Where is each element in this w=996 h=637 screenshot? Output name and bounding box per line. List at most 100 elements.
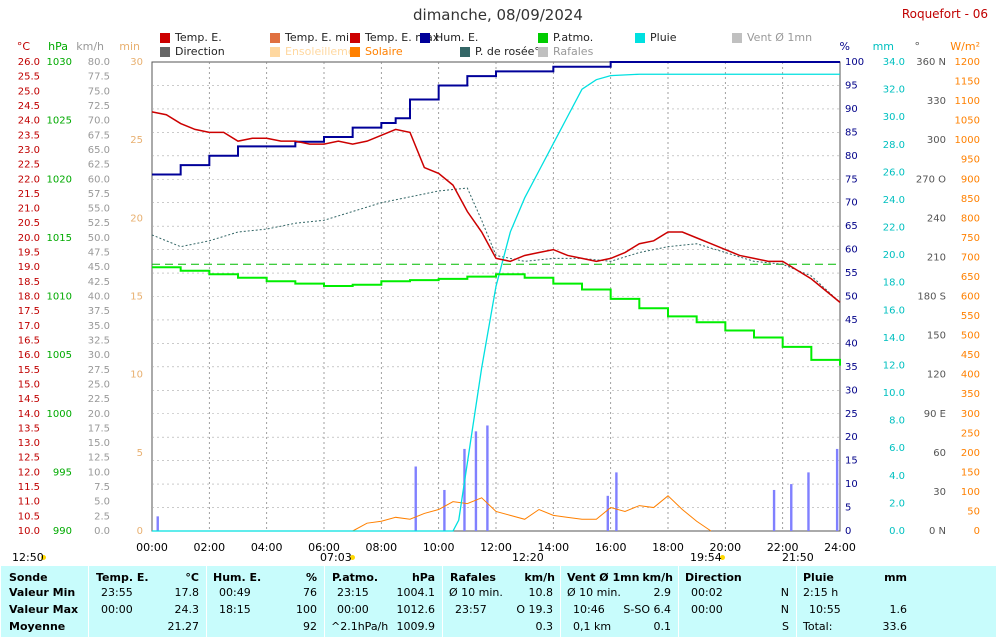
gust-min-value: 10.8	[528, 586, 554, 599]
press-tick-label: 1010	[47, 292, 72, 303]
sol-tick-label: 600	[961, 292, 980, 303]
rain-tick-label: 4.0	[889, 471, 905, 482]
press-tick-label: 995	[53, 467, 72, 478]
temp-tick-label: 22.0	[18, 174, 40, 185]
wind-avg-value: 0.1	[653, 620, 672, 633]
rain-tick-label: 32.0	[883, 85, 905, 96]
legend-label: Pluie	[650, 31, 677, 44]
press-tick-label: 1015	[47, 233, 72, 244]
rain-total-value: 33.6	[882, 620, 908, 633]
dir-tick-label: 180 S	[917, 292, 946, 303]
time-tick-label: 12:00	[480, 541, 512, 554]
wind-tick-label: 77.5	[88, 72, 110, 83]
wind-tick-label: 65.0	[88, 145, 110, 156]
press-max-value: 1012.6	[396, 603, 436, 616]
wind-tick-label: 57.5	[88, 189, 110, 200]
col-sonde: Sonde Valeur Min Valeur Max Moyenne	[0, 566, 89, 637]
row-avg-label: Moyenne	[9, 620, 66, 633]
dir-min-time: 00:02	[691, 586, 723, 599]
wind-max-value: S-SO 6.4	[623, 603, 671, 616]
legend-swatch	[538, 32, 548, 43]
temp-max-value: 24.3	[174, 603, 200, 616]
temp-tick-label: 25.0	[18, 86, 40, 97]
hum-tick-label: 5	[845, 503, 851, 514]
sol-tick-label: 700	[961, 252, 980, 263]
dir-max-value: N	[780, 603, 789, 616]
dir-tick-label: 30	[933, 487, 946, 498]
press-min-value: 1004.1	[396, 586, 436, 599]
temp-tick-label: 26.0	[18, 57, 40, 68]
legend-swatch	[460, 46, 470, 57]
sunset-marker-icon	[720, 555, 725, 560]
press-tick-label: 990	[53, 526, 72, 537]
hdr-press: P.atmo.	[332, 571, 379, 584]
sol-tick-label: 0	[974, 526, 980, 537]
dir-tick-label: 270 O	[916, 174, 946, 185]
press-tick-label: 1020	[47, 174, 72, 185]
temp-tick-label: 20.0	[18, 233, 40, 244]
time-tick-label: 04:00	[251, 541, 283, 554]
hum-min-value: 76	[303, 586, 317, 599]
row-max-label: Valeur Max	[9, 603, 79, 616]
legend-swatch	[160, 46, 170, 57]
sol-tick-label: 1200	[955, 57, 980, 68]
dir-tick-label: 360 N	[916, 57, 946, 68]
temp-tick-label: 24.5	[18, 101, 40, 112]
dir-tick-label: 120	[927, 370, 946, 381]
hum-tick-label: 15	[845, 456, 858, 467]
gust-min-time: Ø 10 min.	[449, 586, 503, 599]
legend-label: Vent Ø 1mn	[747, 31, 813, 44]
hum-tick-label: 55	[845, 268, 858, 279]
gust-bar	[807, 472, 810, 531]
hdr-temp-unit: °C	[185, 571, 199, 584]
wind-tick-label: 2.5	[94, 511, 110, 522]
temp-tick-label: 24.0	[18, 116, 40, 127]
temp-tick-label: 10.0	[18, 526, 40, 537]
gust-bar	[463, 448, 466, 531]
temp-tick-label: 15.0	[18, 379, 40, 390]
temp-tick-label: 11.0	[18, 497, 40, 508]
wind-tick-label: 55.0	[88, 204, 110, 215]
time-tick-label: 16:00	[595, 541, 627, 554]
hum-tick-label: 100	[845, 57, 864, 68]
sol-tick-label: 200	[961, 448, 980, 459]
hdr-hum-unit: %	[305, 571, 317, 584]
rain-duration: 2:15 h	[803, 586, 839, 599]
legend-swatch	[350, 32, 360, 43]
sol-tick-label: 450	[961, 350, 980, 361]
hdr-temp: Temp. E.	[96, 571, 149, 584]
wind-tick-label: 45.0	[88, 262, 110, 273]
sol-tick-label: 650	[961, 272, 980, 283]
gust-bar	[835, 448, 839, 531]
temp-tick-label: 19.5	[18, 248, 40, 259]
temp-tick-label: 18.0	[18, 292, 40, 303]
marker-left: 12:50	[12, 551, 44, 564]
hdr-rain-unit: mm	[884, 571, 907, 584]
legend-item: Solaire	[350, 45, 403, 58]
chart-title: dimanche, 08/09/2024	[413, 6, 583, 24]
wind-tick-label: 25.0	[88, 379, 110, 390]
dir-tick-label: 210	[927, 252, 946, 263]
gust-avg-value: 0.3	[535, 620, 554, 633]
gust-bar	[790, 484, 793, 531]
time-tick-label: 08:00	[365, 541, 397, 554]
sol-tick-label: 1000	[955, 135, 980, 146]
legend-label: Direction	[175, 45, 225, 58]
sol-tick-label: 500	[961, 331, 980, 342]
hum-tick-label: 40	[845, 338, 858, 349]
legend-item: Temp. E.	[160, 31, 222, 44]
gust-bar	[156, 516, 159, 531]
sol-tick-label: 100	[961, 487, 980, 498]
dir-avg-value: S	[782, 620, 789, 633]
temp-tick-label: 23.5	[18, 130, 40, 141]
legend-label: Rafales	[553, 45, 594, 58]
col-rain: Pluie mm 2:15 h 10:55 1.6 Total: 33.6	[796, 566, 915, 637]
hdr-press-unit: hPa	[411, 571, 435, 584]
legend-label: Temp. E. min	[285, 31, 356, 44]
legend-swatch	[270, 46, 280, 57]
col-wind: Vent Ø 1mn km/h Ø 10 min. 2.9 10:46 S-SO…	[560, 566, 679, 637]
press-tick-label: 1030	[47, 57, 72, 68]
rain-tick-label: 16.0	[883, 305, 905, 316]
temperature-line	[151, 111, 841, 303]
wind-tick-label: 80.0	[88, 57, 110, 68]
